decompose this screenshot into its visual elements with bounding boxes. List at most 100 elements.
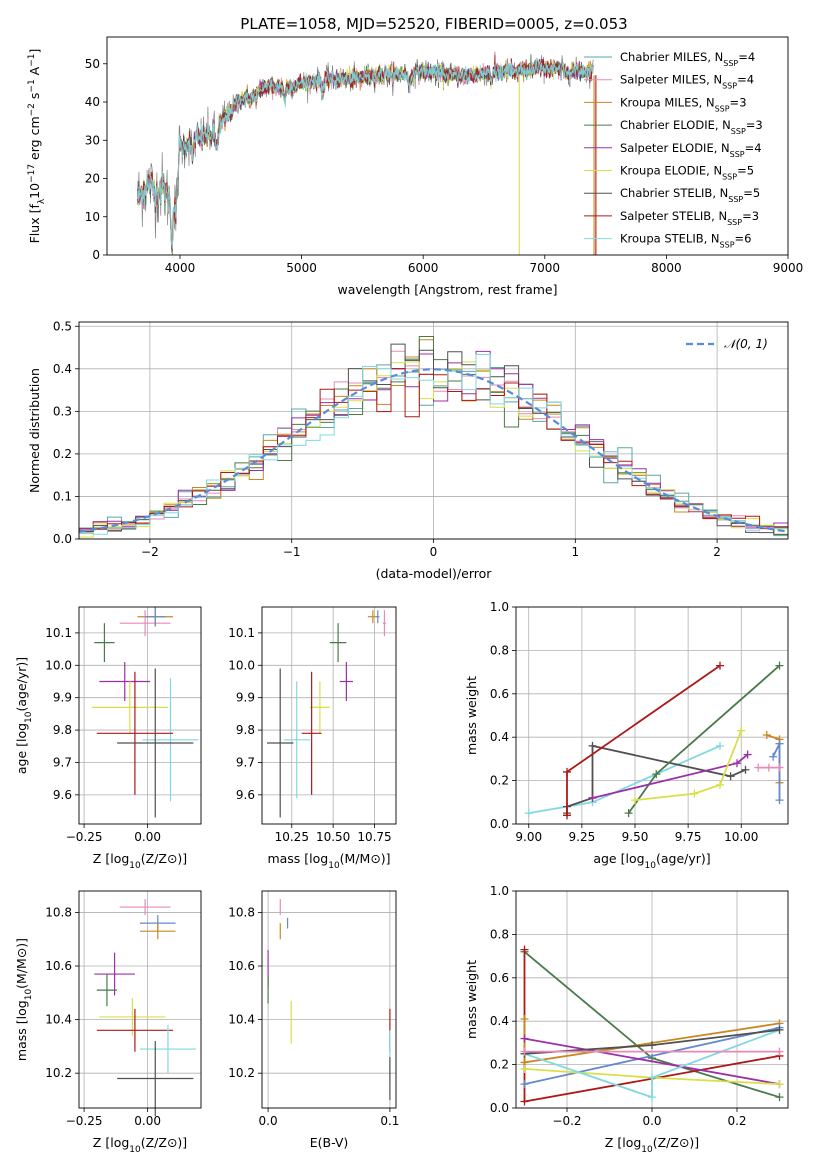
legend-entry: Kroupa ELODIE, NSSP=5 bbox=[620, 164, 754, 182]
mass-vs-z-frame bbox=[78, 890, 202, 1109]
weight-vs-age-panel: 9.00 9.25 9.50 9.75 10.00 0.0 0.2 0.4 0.6 0.8 1.0 a… bbox=[464, 600, 789, 871]
residuals-plot-area bbox=[78, 336, 789, 539]
charts-layer: 4000 5000 6000 7000 8000 900001020304050wavel… bbox=[14, 36, 803, 1155]
age-vs-mass-ytick-label: 10.1 bbox=[228, 626, 255, 640]
weight-vs-age-ytick-label: 0.4 bbox=[490, 730, 509, 744]
mass-vs-z-point bbox=[140, 923, 176, 940]
age-vs-mass-frame bbox=[261, 606, 397, 825]
spectrum-xlabel: wavelength [Angstrom, rest frame] bbox=[337, 282, 557, 297]
weight-marker bbox=[775, 1093, 784, 1102]
legend-entry: Kroupa STELIB, NSSP=6 bbox=[620, 232, 752, 250]
weight-marker bbox=[648, 1093, 656, 1102]
age-vs-mass-point bbox=[266, 668, 294, 818]
age-vs-mass-xtick-label: 10.50 bbox=[316, 830, 350, 844]
residuals-ytick-label: 0.3 bbox=[53, 404, 72, 418]
age-vs-mass-ytick-label: 9.8 bbox=[236, 723, 255, 737]
weight-marker bbox=[764, 763, 773, 772]
residuals-xtick-label: 0 bbox=[430, 545, 438, 559]
weight-marker bbox=[520, 945, 529, 954]
residuals-ylabel: Normed distribution bbox=[27, 368, 42, 493]
mass-vs-z-ytick-label: 10.2 bbox=[45, 1066, 72, 1080]
age-vs-z-ytick-label: 9.8 bbox=[53, 723, 72, 737]
weight-line bbox=[524, 1029, 780, 1099]
legend-entry: Chabrier ELODIE, NSSP=3 bbox=[620, 118, 763, 136]
age-vs-z-ytick-label: 9.9 bbox=[53, 691, 72, 705]
legend-entry: Kroupa MILES, NSSP=3 bbox=[620, 95, 747, 113]
weight-vs-age-xtick-label: 9.75 bbox=[675, 830, 702, 844]
weight-marker bbox=[520, 1080, 529, 1089]
weight-marker bbox=[733, 759, 741, 768]
weight-vs-z-ytick-label: 0.8 bbox=[490, 927, 509, 941]
weight-marker bbox=[563, 811, 571, 820]
mass-vs-z-point bbox=[117, 1041, 194, 1117]
residuals-ytick-label: 0.4 bbox=[53, 362, 72, 376]
mass-vs-z-xtick-label: 0.00 bbox=[134, 1114, 161, 1128]
weight-vs-z-ytick-label: 0.4 bbox=[490, 1014, 509, 1028]
age-vs-mass-xtick-label: 10.25 bbox=[275, 830, 309, 844]
weight-vs-age-series bbox=[563, 661, 724, 820]
weight-marker bbox=[520, 1047, 529, 1056]
age-vs-mass-point bbox=[382, 610, 387, 637]
weight-line bbox=[634, 730, 743, 801]
spectrum-ytick-label: 20 bbox=[85, 172, 100, 186]
legend-entry: Salpeter MILES, NSSP=4 bbox=[620, 73, 754, 91]
gaussian-curve bbox=[78, 368, 789, 533]
weight-marker bbox=[775, 661, 784, 670]
mass-vs-z-ylabel: mass [log10(M/M⊙)] bbox=[14, 938, 34, 1061]
weight-vs-z-xtick-label: 0.0 bbox=[642, 1114, 661, 1128]
mass-vs-z-xtick-label: −0.25 bbox=[66, 1114, 103, 1128]
age-vs-z-point bbox=[142, 678, 199, 802]
mass-vs-ebv-ytick-label: 10.8 bbox=[228, 905, 255, 919]
weight-line bbox=[524, 1037, 780, 1085]
age-vs-mass-ytick-label: 9.7 bbox=[236, 755, 255, 769]
mass-vs-ebv-xtick-label: 0.1 bbox=[380, 1114, 399, 1128]
weight-marker bbox=[726, 772, 735, 781]
mass-vs-ebv-ytick-label: 10.4 bbox=[228, 1013, 255, 1027]
weight-marker bbox=[520, 1034, 529, 1043]
spectrum-xtick-label: 7000 bbox=[530, 261, 561, 275]
weight-marker bbox=[775, 1080, 784, 1089]
residuals-legend: 𝒩(0, 1) bbox=[686, 337, 768, 351]
spectrum-panel: 4000 5000 6000 7000 8000 9000 0 10 20 30 40 50 wavel… bbox=[27, 36, 803, 297]
weight-marker bbox=[775, 763, 784, 772]
age-vs-mass-point bbox=[376, 610, 380, 624]
age-vs-z-xtick-label: −0.25 bbox=[66, 830, 103, 844]
weight-vs-z-ylabel: mass weight bbox=[464, 960, 479, 1039]
weight-marker bbox=[775, 796, 784, 805]
weight-vs-age-ytick-label: 0.0 bbox=[490, 817, 509, 831]
age-vs-mass-ytick-label: 9.9 bbox=[236, 691, 255, 705]
residuals-xtick-label: −2 bbox=[141, 545, 159, 559]
weight-marker bbox=[648, 1073, 656, 1082]
spectrum-xtick-label: 5000 bbox=[286, 261, 317, 275]
weight-vs-age-xlabel: age [log10(age/yr)] bbox=[593, 851, 710, 871]
spectrum-ytick-label: 10 bbox=[85, 210, 100, 224]
mass-vs-z-ytick-label: 10.4 bbox=[45, 1013, 72, 1027]
mass-vs-z-point bbox=[140, 1024, 196, 1074]
weight-vs-age-xtick-label: 9.00 bbox=[515, 830, 542, 844]
weight-marker bbox=[716, 661, 724, 670]
weight-vs-age-series bbox=[588, 750, 752, 802]
weight-marker bbox=[769, 752, 778, 761]
age-vs-mass-panel: 10.25 10.50 10.75 9.6 9.7 9.8 9.9 10.0 10.1 mass … bbox=[228, 606, 397, 871]
weight-marker bbox=[716, 741, 724, 750]
weight-marker bbox=[690, 789, 699, 798]
residuals-ytick-label: 0.2 bbox=[53, 447, 72, 461]
age-vs-z-ytick-label: 10.0 bbox=[45, 658, 72, 672]
age-vs-z-plot-area bbox=[91, 607, 199, 818]
mass-vs-z-point bbox=[99, 998, 166, 1036]
mass-vs-ebv-panel: 0.0 0.1 10.2 10.4 10.6 10.8 E(B-V) bbox=[228, 890, 399, 1150]
weight-vs-age-ylabel: mass weight bbox=[464, 676, 479, 755]
mass-vs-z-ytick-label: 10.6 bbox=[45, 959, 72, 973]
weight-vs-age-ytick-label: 0.2 bbox=[490, 774, 509, 788]
age-vs-mass-point bbox=[309, 681, 330, 734]
weight-vs-age-series bbox=[754, 763, 784, 772]
age-vs-z-point bbox=[96, 671, 174, 795]
weight-marker bbox=[563, 767, 571, 776]
residuals-xtick-label: −1 bbox=[283, 545, 301, 559]
weight-marker bbox=[588, 741, 597, 750]
spectrum-ylabel: Flux [fλ10−17 erg cm−2 s−1 A−1] bbox=[27, 49, 47, 244]
spectrum-ytick-label: 0 bbox=[92, 248, 100, 262]
mass-vs-ebv-plot-area bbox=[267, 899, 391, 1100]
weight-vs-z-plot-area bbox=[520, 945, 784, 1106]
spectrum-plot-area bbox=[136, 51, 597, 255]
